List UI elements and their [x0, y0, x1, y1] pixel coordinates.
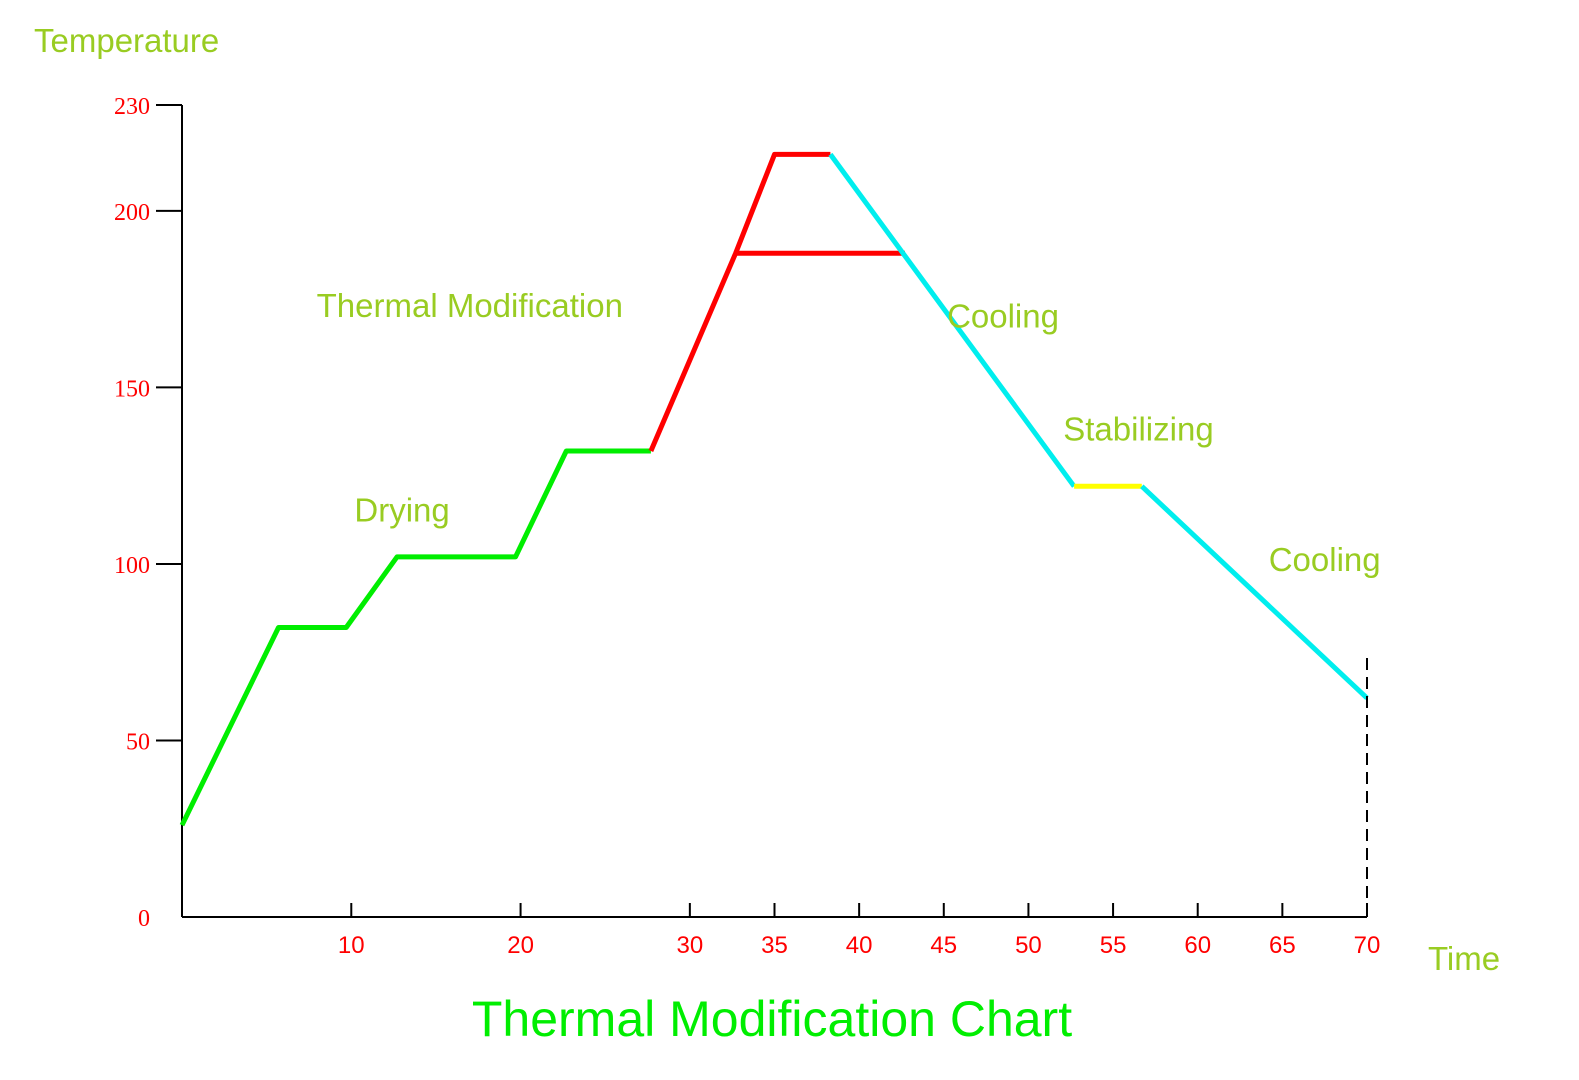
x-tick-label: 10 [338, 932, 365, 959]
x-tick-label: 70 [1354, 932, 1381, 959]
y-tick-label: 230 [114, 94, 150, 120]
x-axis-label: Time [1428, 940, 1500, 977]
annotation-label: Stabilizing [1063, 410, 1213, 447]
y-tick-label: 0 [138, 906, 150, 932]
y-tick-label: 150 [114, 376, 150, 402]
series-line-cooling [828, 152, 1077, 488]
x-tick-label: 65 [1269, 932, 1296, 959]
x-tick-label: 55 [1100, 932, 1127, 959]
y-tick-label: 100 [114, 553, 150, 579]
x-tick-label: 35 [761, 932, 788, 959]
annotation-label: Cooling [1269, 541, 1381, 578]
x-tick-label: 50 [1015, 932, 1042, 959]
annotation-label: Drying [354, 492, 449, 529]
x-tick-label: 45 [930, 932, 957, 959]
annotation-label: Cooling [947, 297, 1059, 334]
series-line-thermal-modification [648, 151, 831, 452]
series-lines [179, 151, 1369, 827]
series-line-drying [179, 448, 651, 827]
annotation-label: Thermal Modification [317, 287, 623, 324]
series-line-cooling [1140, 484, 1369, 700]
x-ticks: 10 20 30 35 40 45 50 55 60 65 70 [338, 903, 1380, 959]
y-axis-label: Temperature [34, 22, 219, 59]
x-tick-label: 40 [846, 932, 873, 959]
y-ticks: 0 50 100 150 200 230 [114, 94, 182, 932]
y-tick-label: 50 [126, 729, 150, 755]
x-tick-label: 30 [677, 932, 704, 959]
chart-title: Thermal Modification Chart [472, 991, 1072, 1047]
y-tick-label: 200 [114, 200, 150, 226]
x-tick-label: 20 [507, 932, 534, 959]
annotations: Thermal Modification Drying Cooling Stabili… [317, 287, 1381, 578]
x-tick-label: 60 [1184, 932, 1211, 959]
